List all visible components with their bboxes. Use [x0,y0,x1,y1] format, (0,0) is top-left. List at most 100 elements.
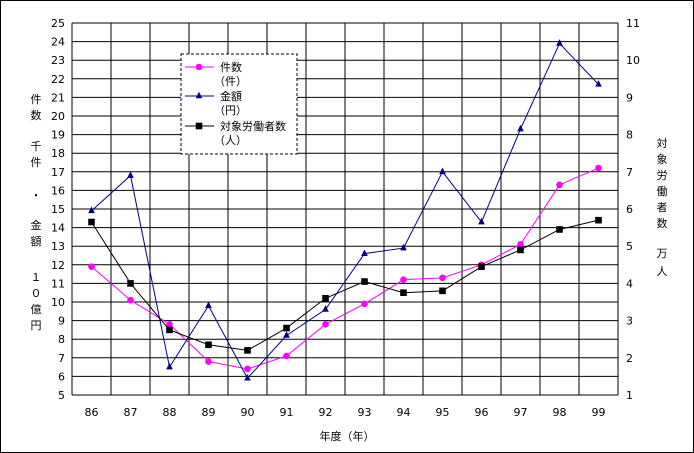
series-1 [88,164,602,373]
series-point [361,300,368,308]
series-point [361,249,368,256]
series-point [205,301,212,309]
legend-entry-3: 対象労働者数（人） [185,119,286,147]
legend-label: 対象労働者数 [220,119,286,133]
series-point [166,321,173,328]
legend-label: （件） [214,75,247,88]
right-label-char: 者 [657,201,668,214]
series-point [283,331,290,338]
x-tick-label: 92 [319,406,333,419]
left-tick-label: 24 [51,36,65,49]
x-axis-ticks: 86 87 88 89 90 91 92 93 94 95 96 97 98 99 [85,406,606,419]
legend-label: 件数 [220,61,242,74]
x-tick-label: 91 [280,406,294,419]
series-point [517,124,524,132]
series-point [556,181,563,189]
x-tick-label: 90 [241,406,255,419]
right-label-char: 象 [657,153,668,166]
series-line [91,219,599,351]
series-point [283,324,290,332]
legend-label: 金額 [220,89,242,103]
left-tick-label: 8 [58,333,65,346]
series-point [556,226,563,233]
series-point [244,373,251,381]
left-label-char: 億 [31,303,42,316]
series-point [322,305,329,312]
legend: 件数（件）金額（円）対象労働者数（人） [180,53,298,155]
series-point [361,278,368,285]
right-label-char: 働 [657,185,668,198]
left-tick-label: 21 [51,91,65,104]
grid-lines [71,22,619,396]
left-tick-label: 22 [51,73,65,86]
series-point [517,246,524,254]
x-tick-label: 98 [553,406,567,419]
series-point [478,263,485,270]
left-tick-label: 23 [51,54,65,67]
series-point [88,263,95,270]
x-tick-label: 99 [592,406,606,419]
x-tick-label: 95 [436,406,450,419]
series-point [166,362,173,370]
x-axis-label: 年度（年） [320,429,375,443]
series-point [400,276,407,283]
left-tick-label: 9 [58,315,65,328]
left-tick-label: 17 [51,166,65,179]
legend-entry-1: 件数（件） [185,61,247,88]
series-point [322,294,329,302]
series-point [127,171,134,178]
right-label-char: 数 [657,217,668,230]
x-tick-label: 86 [85,406,99,419]
left-tick-label: 10 [51,296,65,309]
right-label-char: 対 [657,136,668,150]
left-label-char: 件 [31,93,42,106]
series-point [595,80,602,87]
series-point [205,341,212,349]
series-point [88,218,95,226]
series-point [88,206,95,214]
left-label-char: １ [31,271,42,284]
right-tick-label: 4 [626,277,633,290]
series-line [91,167,599,370]
series-3 [88,216,602,354]
right-tick-label: 9 [626,91,633,104]
series-point [244,347,251,354]
x-tick-label: 96 [475,406,489,419]
series-2 [88,39,602,381]
left-label-char: 金 [31,218,42,232]
x-tick-label: 93 [358,406,372,419]
series-point [595,164,602,172]
right-tick-label: 11 [626,17,640,30]
series-point [439,274,446,282]
left-label-char: ・ [31,189,42,202]
left-label-char: 数 [31,109,42,122]
series-point [205,358,212,365]
left-label-char: 額 [31,235,42,248]
right-tick-label: 3 [626,315,633,328]
series-point [244,365,251,373]
left-label-char: 千 [31,140,42,153]
right-label-char: 万 [657,247,668,260]
right-tick-label: 6 [626,203,633,216]
legend-label: （人） [214,134,247,147]
legend-label: （円） [214,104,247,117]
right-tick-label: 8 [626,129,633,142]
series-point [195,91,203,99]
series-point [195,122,203,130]
legend-box [180,53,298,155]
series-point [478,217,485,225]
legend-entry-2: 金額（円） [185,89,247,117]
left-label-char: 件 [31,156,42,169]
left-tick-label: 14 [51,222,65,235]
right-tick-label: 5 [626,240,633,253]
series-point [517,241,524,248]
series-point [556,39,563,46]
left-tick-label: 25 [51,17,65,30]
series-point [283,352,290,360]
left-tick-label: 15 [51,203,65,216]
right-label-char: 人 [657,265,668,278]
left-axis-ticks: 5 6 7 8 9 10 11 12 13 14 15 16 17 18 19 20 21 22 23 24 25 [51,17,65,402]
